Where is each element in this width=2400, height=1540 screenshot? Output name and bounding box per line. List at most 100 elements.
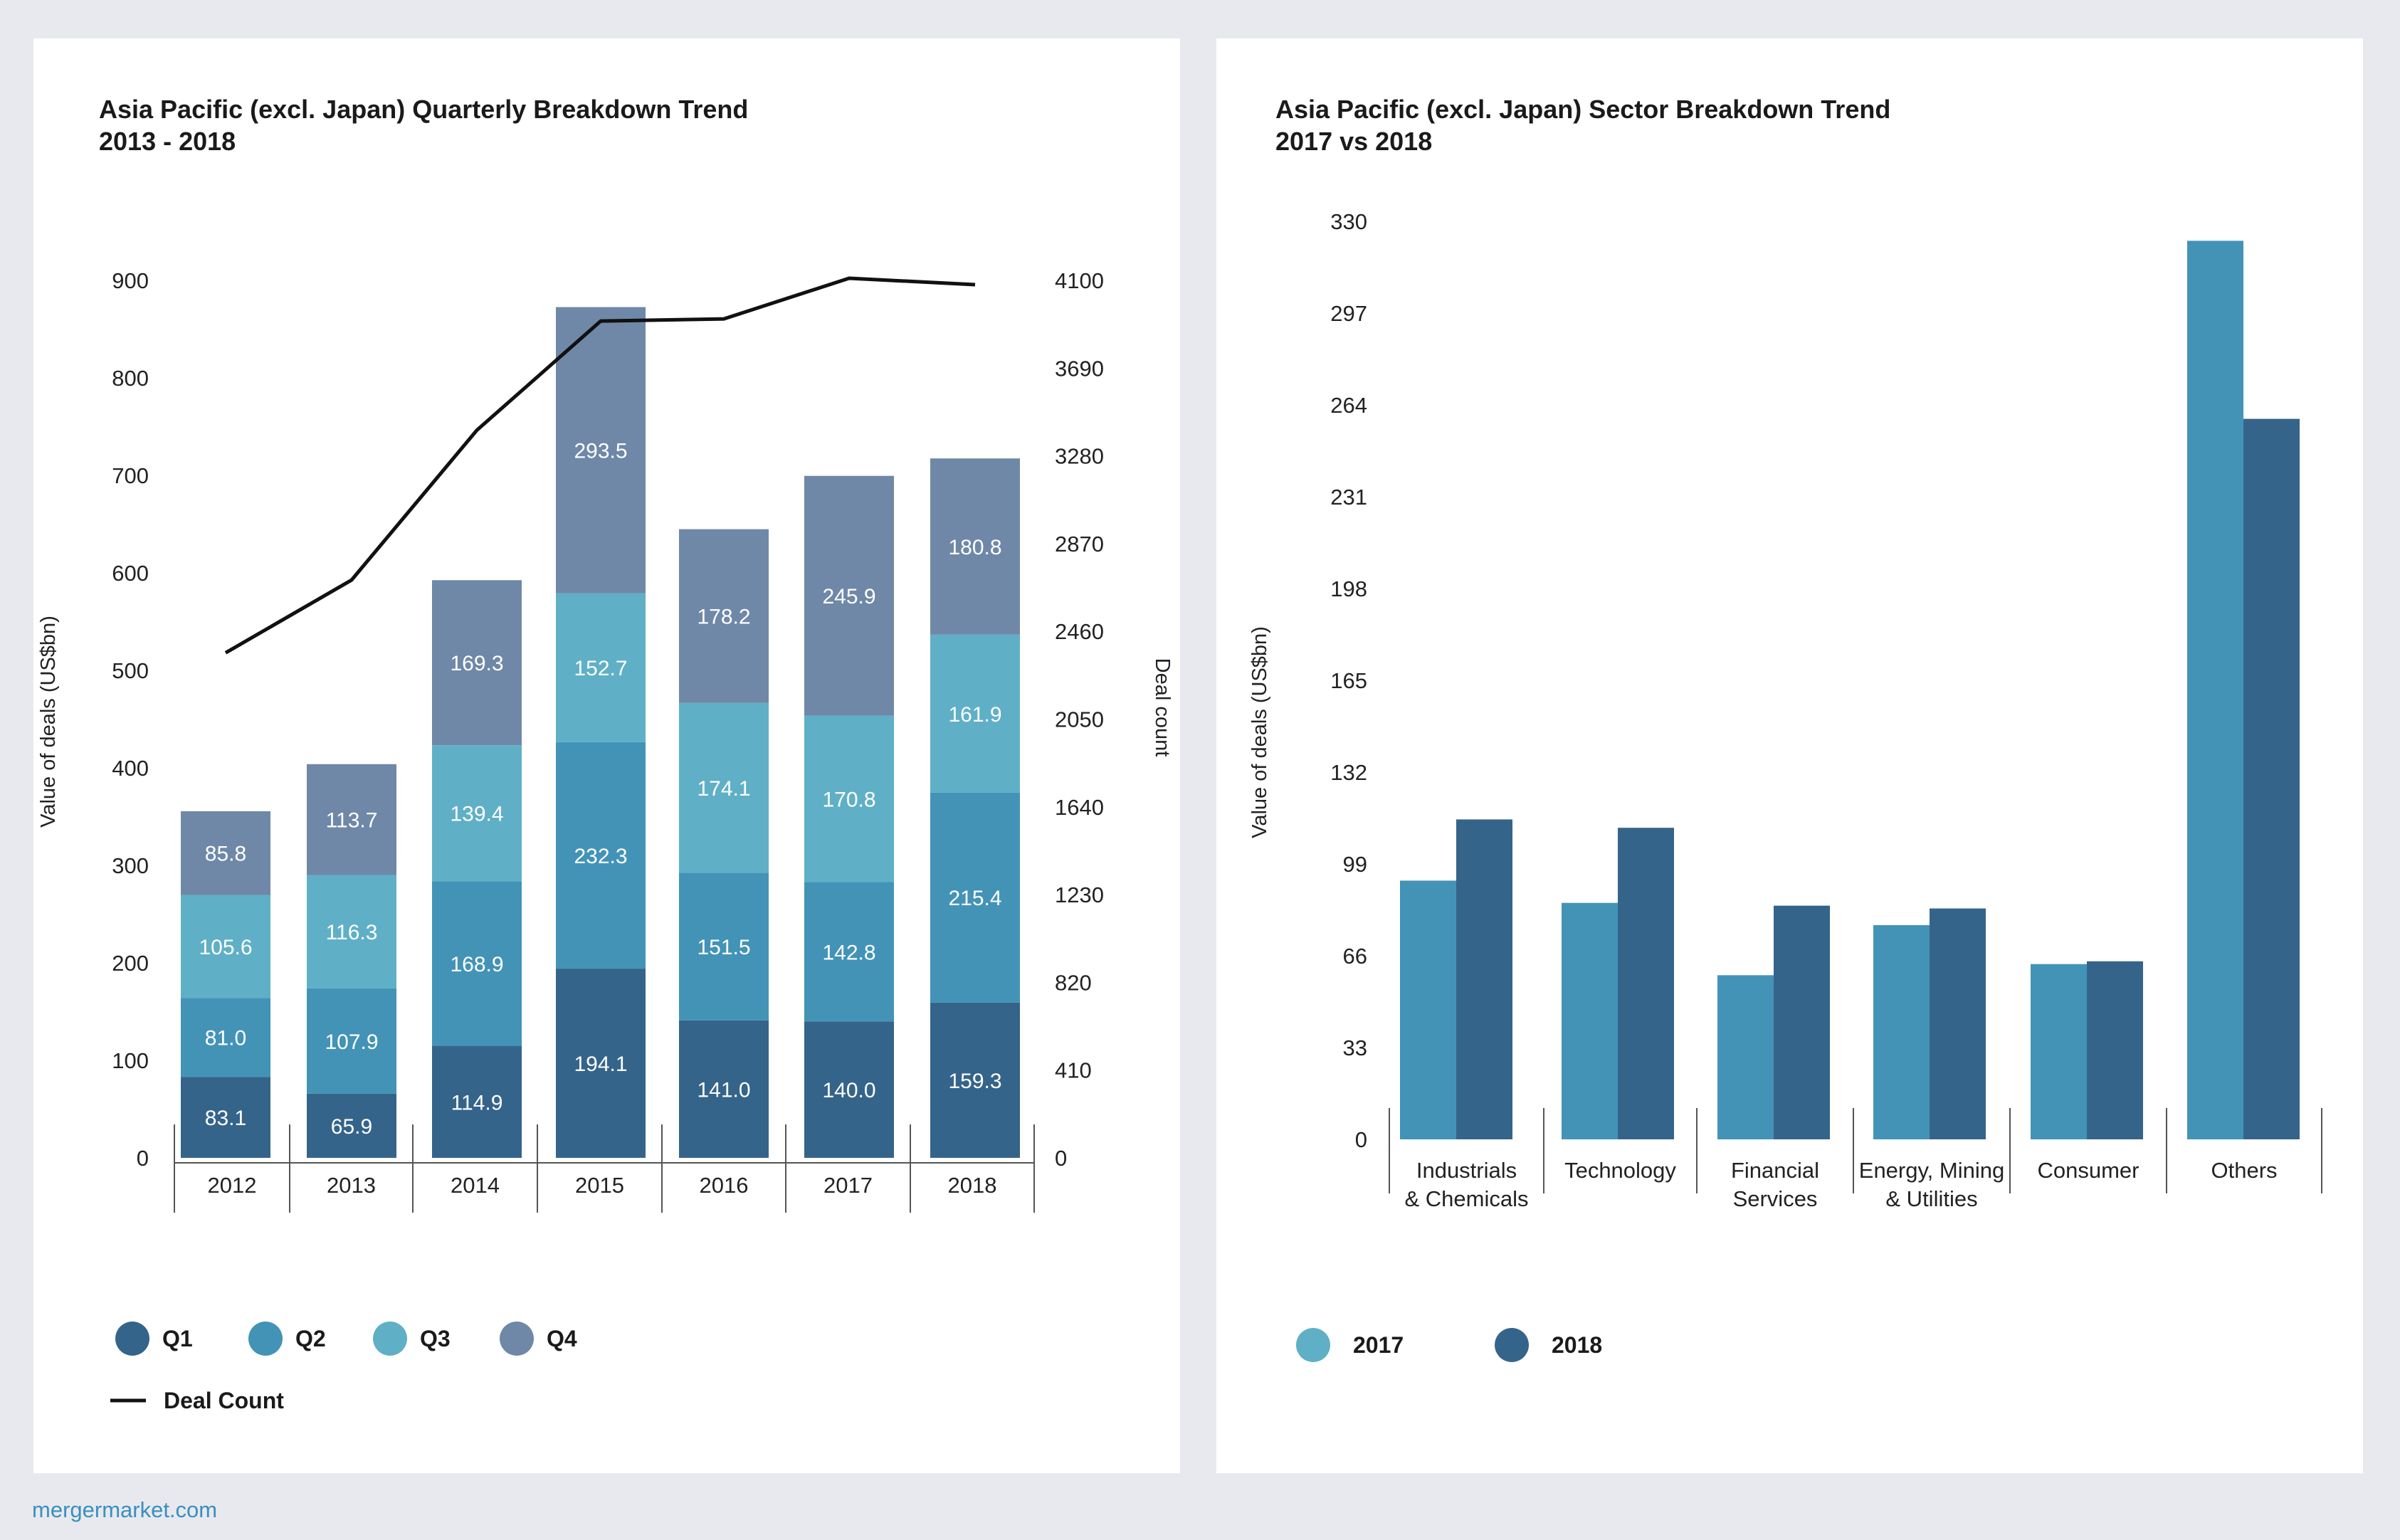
y-tick-label: 500: [112, 658, 149, 683]
y-tick-label: 700: [112, 463, 149, 488]
bar-value-label: 215.4: [948, 887, 1001, 910]
y-tick-label: 0: [1355, 1127, 1367, 1152]
x-tick-label: 2015: [575, 1173, 624, 1198]
bar-value-label: 159.3: [948, 1070, 1001, 1093]
y-tick-label: 264: [1330, 393, 1367, 418]
y2-tick-label: 0: [1055, 1146, 1067, 1171]
y-tick-label: 99: [1343, 852, 1367, 877]
y-tick-label: 165: [1330, 668, 1367, 693]
bar-segment-q3: [804, 715, 894, 882]
bar-2017-2: [1717, 975, 1774, 1139]
bar-segment-q4: [804, 475, 894, 716]
bar-2017-1: [1562, 902, 1618, 1139]
legend-label-deal-count: Deal Count: [164, 1388, 284, 1413]
x-tick-label: 2018: [948, 1173, 997, 1198]
x-tick-label: Consumer: [2038, 1158, 2140, 1183]
bar-value-label: 142.8: [822, 941, 875, 964]
legend-label-2018: 2018: [1552, 1332, 1602, 1358]
bar-2018-2: [1774, 905, 1830, 1139]
y-tick-label: 330: [1330, 209, 1367, 234]
bar-value-label: 293.5: [574, 440, 627, 463]
bar-value-label: 180.8: [948, 536, 1001, 559]
bar-value-label: 65.9: [331, 1115, 372, 1139]
x-tick-label: Industrials: [1416, 1158, 1517, 1183]
bar-value-label: 174.1: [697, 777, 750, 801]
bar-segment-q3: [930, 634, 1020, 793]
legend-label-2017: 2017: [1353, 1332, 1404, 1358]
bar-segment-q2: [679, 872, 769, 1020]
bar-2018-1: [1618, 828, 1674, 1139]
y2-tick-label: 1640: [1055, 795, 1104, 820]
bar-value-label: 114.9: [451, 1091, 503, 1114]
bar-value-label: 178.2: [697, 606, 750, 629]
bar-2018-4: [2087, 961, 2143, 1139]
x-tick-label: Technology: [1564, 1158, 1676, 1183]
x-tick-label: & Chemicals: [1405, 1186, 1529, 1211]
bar-segment-q1: [804, 1021, 894, 1158]
bar-segment-q4: [432, 580, 522, 746]
bar-segment-q3: [307, 875, 396, 988]
x-tick-label: Energy, Mining: [1859, 1158, 2004, 1183]
y-tick-label: 66: [1343, 944, 1367, 969]
quarterly-chart-subtitle: 2013 - 2018: [99, 127, 236, 156]
bar-value-label: 141.0: [697, 1078, 750, 1102]
quarterly-breakdown-chart: Asia Pacific (excl. Japan) Quarterly Bre…: [37, 95, 1174, 1413]
bar-value-label: 113.7: [326, 809, 378, 833]
y-tick-label: 400: [112, 756, 149, 781]
bar-segment-q3: [432, 745, 522, 882]
bar-2018-0: [1456, 819, 1512, 1139]
bar-value-label: 161.9: [948, 703, 1001, 727]
bar-value-label: 152.7: [574, 657, 627, 680]
bar-segment-q3: [181, 895, 270, 998]
bar-value-label: 168.9: [450, 953, 503, 976]
bar-value-label: 194.1: [574, 1053, 627, 1076]
bar-value-label: 83.1: [205, 1107, 246, 1130]
sector-chart-title: Asia Pacific (excl. Japan) Sector Breakd…: [1275, 95, 1890, 124]
bar-2017-5: [2187, 241, 2243, 1139]
bar-value-label: 169.3: [450, 652, 503, 675]
bar-segment-q2: [556, 742, 646, 969]
y-tick-label: 300: [112, 853, 149, 878]
bar-segment-q1: [930, 1002, 1020, 1158]
bar-value-label: 81.0: [205, 1027, 246, 1050]
legend-swatch-q3: [373, 1322, 407, 1356]
bar-segment-q1: [181, 1077, 270, 1158]
bar-value-label: 170.8: [822, 789, 875, 812]
legend-swatch-2017: [1296, 1328, 1330, 1362]
bar-value-label: 232.3: [574, 845, 627, 868]
quarterly-chart-panel: Asia Pacific (excl. Japan) Quarterly Bre…: [33, 38, 1180, 1473]
legend-swatch-q2: [248, 1322, 283, 1356]
legend-label-q1: Q1: [162, 1326, 193, 1351]
bar-segment-q3: [556, 593, 646, 742]
y2-tick-label: 410: [1055, 1058, 1092, 1083]
bar-value-label: 139.4: [450, 803, 503, 826]
bar-segment-q1: [556, 969, 646, 1158]
x-tick-label: Financial: [1731, 1158, 1819, 1183]
sector-chart-panel: Asia Pacific (excl. Japan) Sector Breakd…: [1216, 38, 2363, 1473]
y-tick-label: 200: [112, 951, 149, 976]
bar-segment-q2: [804, 882, 894, 1022]
y2-tick-label: 3280: [1055, 444, 1104, 469]
bar-segment-q4: [181, 811, 270, 895]
deal-count-line: [224, 276, 976, 655]
sector-breakdown-chart: Asia Pacific (excl. Japan) Sector Breakd…: [1248, 95, 2322, 1362]
x-tick-label: Services: [1733, 1186, 1818, 1211]
bar-value-label: 107.9: [325, 1030, 378, 1054]
y-tick-label: 198: [1330, 576, 1367, 601]
x-tick-label: 2014: [451, 1173, 500, 1198]
bar-value-label: 116.3: [326, 921, 378, 944]
bar-segment-q2: [181, 998, 270, 1077]
bar-segment-q4: [556, 307, 646, 594]
y2-axis-label: Deal count: [1151, 658, 1174, 757]
bar-value-label: 151.5: [697, 936, 750, 959]
x-tick-label: 2013: [327, 1173, 376, 1198]
sector-chart-subtitle: 2017 vs 2018: [1275, 127, 1432, 156]
bar-2018-5: [2243, 418, 2300, 1139]
footer-link[interactable]: mergermarket.com: [32, 1497, 218, 1522]
y2-tick-label: 3690: [1055, 356, 1104, 381]
y-tick-label: 297: [1330, 301, 1367, 326]
legend-swatch-2018: [1495, 1328, 1529, 1362]
x-tick-label: Others: [2211, 1158, 2277, 1183]
bar-segment-q1: [307, 1093, 396, 1158]
x-tick-label: 2016: [700, 1173, 749, 1198]
